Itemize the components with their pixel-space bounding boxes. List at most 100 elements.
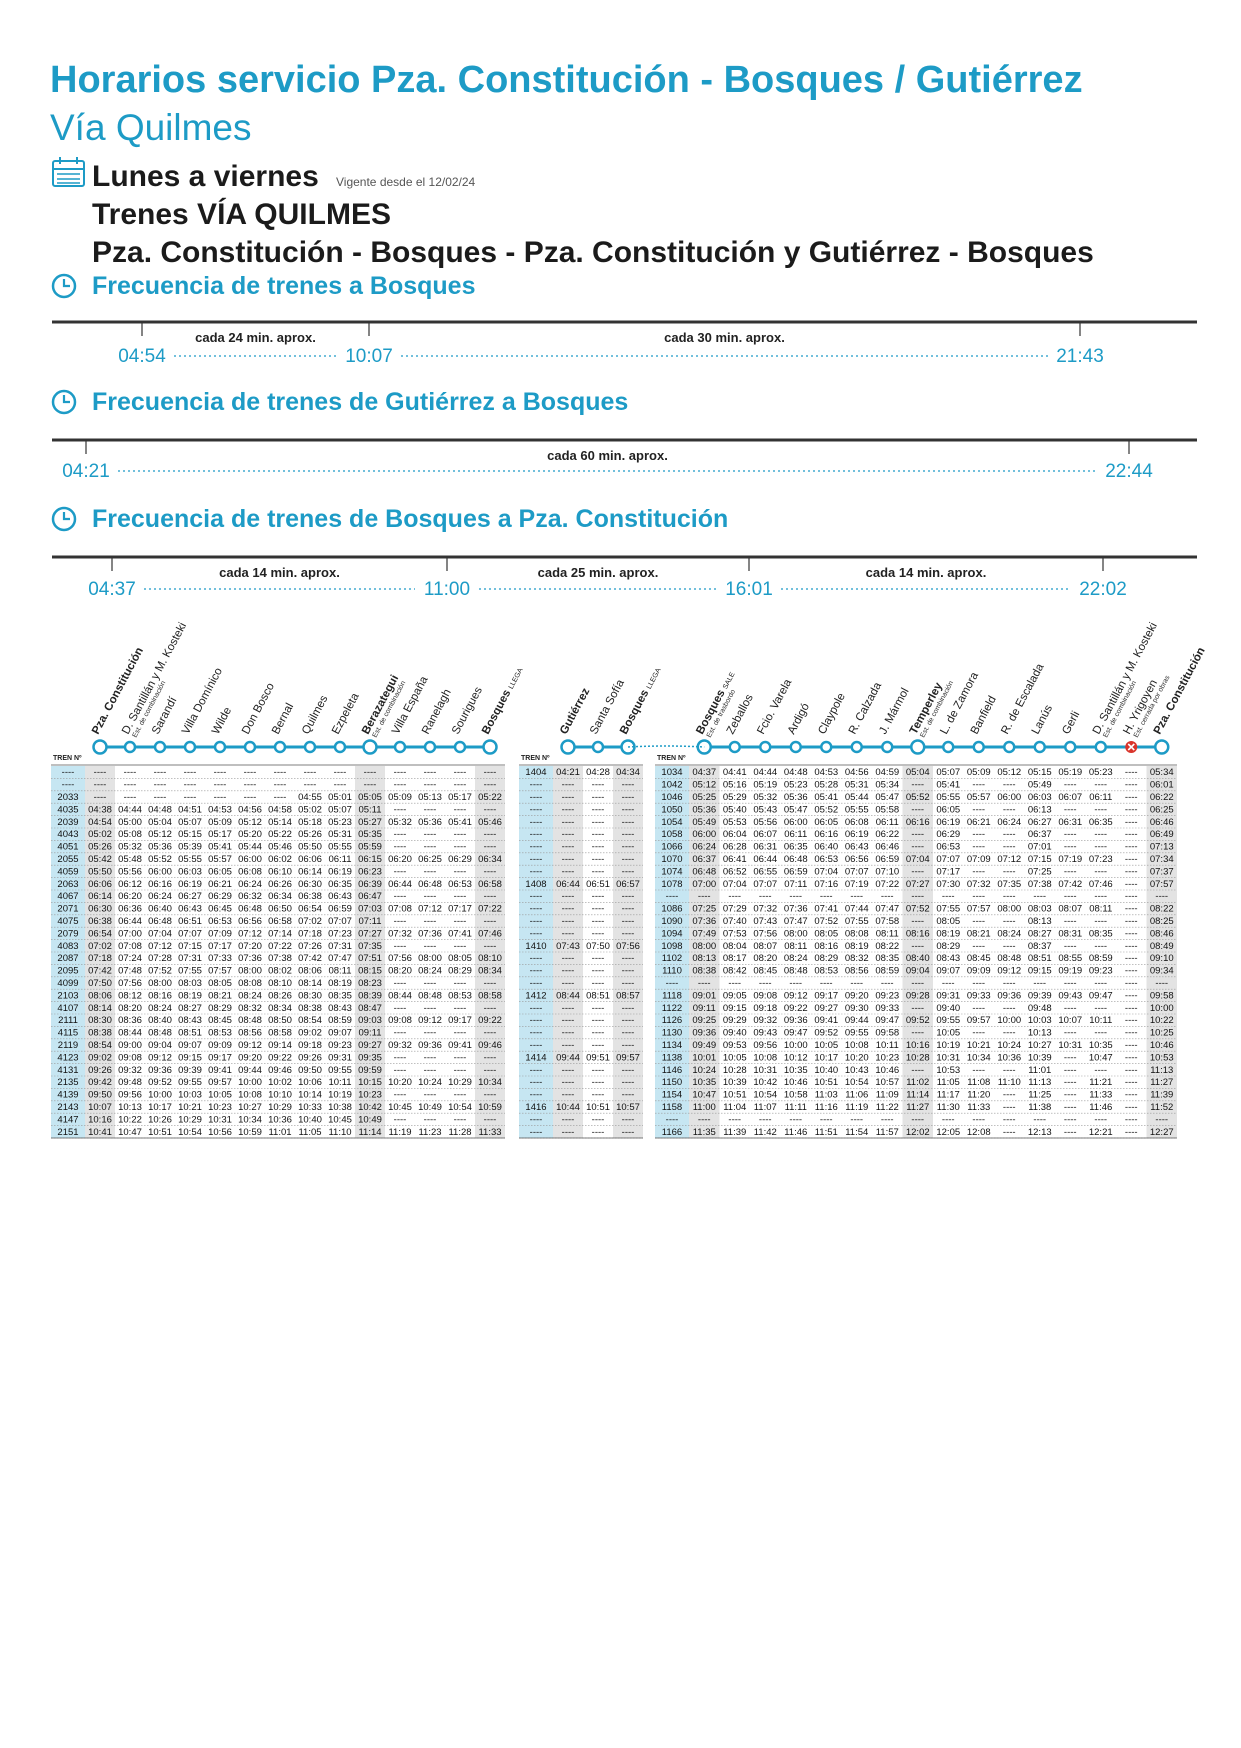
time-cell: 07:25 xyxy=(692,904,716,915)
time-cell: ---- xyxy=(1094,941,1107,952)
time-cell: 07:41 xyxy=(814,904,838,915)
time-cell: ---- xyxy=(1125,792,1138,803)
time-cell: 08:30 xyxy=(88,1015,112,1026)
time-cell: ---- xyxy=(1064,1052,1077,1063)
time-cell: ---- xyxy=(1155,891,1168,902)
time-cell: 09:04 xyxy=(906,966,930,977)
time-cell: 07:42 xyxy=(88,966,112,977)
time-cell: 10:29 xyxy=(178,1114,202,1125)
time-cell: 11:02 xyxy=(906,1077,929,1088)
time-cell: 09:27 xyxy=(358,1040,382,1051)
time-cell: 07:33 xyxy=(208,953,232,964)
clock-face xyxy=(51,506,77,532)
time-cell: 08:20 xyxy=(118,1003,142,1014)
time-cell: 05:44 xyxy=(845,792,869,803)
time-cell: 06:55 xyxy=(753,866,777,877)
interval-label: cada 24 min. aprox. xyxy=(195,330,316,345)
time-cell: 09:57 xyxy=(967,1015,991,1026)
time-cell: 06:21 xyxy=(967,817,991,828)
time-cell: 05:55 xyxy=(328,842,352,853)
time-cell: 08:17 xyxy=(723,953,747,964)
time-cell: 06:25 xyxy=(1150,804,1174,815)
clock-hands xyxy=(62,279,70,288)
train-number: 1416 xyxy=(525,1102,546,1113)
time-cell: 10:42 xyxy=(753,1077,777,1088)
time-cell: ---- xyxy=(1094,780,1107,791)
station-tag: SALE xyxy=(722,671,737,690)
time-cell: 07:36 xyxy=(418,928,442,939)
time-cell: 10:00 xyxy=(997,1015,1021,1026)
time-cell: ---- xyxy=(562,1015,575,1026)
time-cell: 09:31 xyxy=(328,1052,352,1063)
time-cell: ---- xyxy=(484,767,497,778)
days: Lunes a viernes xyxy=(92,160,319,193)
time-cell: ---- xyxy=(94,780,107,791)
time-cell: 10:08 xyxy=(238,1090,262,1101)
time-cell: ---- xyxy=(622,1003,635,1014)
interval-label: cada 25 min. aprox. xyxy=(538,565,659,580)
time-cell: 09:12 xyxy=(238,1040,262,1051)
time-cell: 06:43 xyxy=(845,842,869,853)
time-cell: 04:56 xyxy=(845,767,869,778)
time-cell: 10:16 xyxy=(88,1114,112,1125)
time-cell: 04:53 xyxy=(208,804,232,815)
time-cell: 05:12 xyxy=(148,829,172,840)
time-cell: ---- xyxy=(394,1065,407,1076)
time-cell: ---- xyxy=(1003,866,1016,877)
time-cell: 10:11 xyxy=(876,1040,899,1051)
time-cell: 07:15 xyxy=(1028,854,1052,865)
time-cell: 06:44 xyxy=(388,879,412,890)
station-name: Quilmes xyxy=(300,693,331,736)
station-name: Ezpeleta xyxy=(330,691,362,737)
station-dot xyxy=(333,740,347,754)
time-cell: ---- xyxy=(592,792,605,803)
time-cell: 06:05 xyxy=(814,817,838,828)
time-cell: 07:52 xyxy=(906,904,930,915)
time-cell: 07:27 xyxy=(358,928,382,939)
time-cell: ---- xyxy=(1094,1114,1107,1125)
time-cell: 05:13 xyxy=(418,792,442,803)
time-cell: ---- xyxy=(394,891,407,902)
time-cell: 05:50 xyxy=(298,842,322,853)
train-number: ---- xyxy=(62,767,75,778)
time-cell: ---- xyxy=(1064,978,1077,989)
clock-hands xyxy=(62,395,70,404)
time-cell: ---- xyxy=(424,978,437,989)
time-cell: 07:57 xyxy=(967,904,991,915)
time-cell: ---- xyxy=(454,891,467,902)
time-cell: 05:41 xyxy=(208,842,232,853)
time-cell: 09:34 xyxy=(1150,966,1174,977)
time-cell: ---- xyxy=(454,1052,467,1063)
time-cell: 05:52 xyxy=(148,854,172,865)
time-cell: ---- xyxy=(274,767,287,778)
time-cell: ---- xyxy=(1003,891,1016,902)
time-cell: 06:30 xyxy=(88,904,112,915)
time-cell: 11:25 xyxy=(1028,1090,1051,1101)
time-cell: 09:57 xyxy=(616,1052,640,1063)
time-cell: 06:00 xyxy=(784,817,808,828)
time-cell: 06:59 xyxy=(784,866,808,877)
time-cell: 08:30 xyxy=(298,990,322,1001)
time-cell: 08:14 xyxy=(298,978,322,989)
time-cell: 10:05 xyxy=(208,1090,232,1101)
time-cell: 09:08 xyxy=(118,1052,142,1063)
time-cell: 05:23 xyxy=(328,817,352,828)
time-cell: 07:38 xyxy=(268,953,292,964)
time-cell: ---- xyxy=(1064,1102,1077,1113)
time-cell: ---- xyxy=(1003,1127,1016,1138)
time-cell: 09:26 xyxy=(298,1052,322,1063)
time-cell: ---- xyxy=(698,1114,711,1125)
time-cell: 07:03 xyxy=(358,904,382,915)
time-cell: ---- xyxy=(972,1065,985,1076)
time-cell: 04:58 xyxy=(268,804,292,815)
time-cell: 09:29 xyxy=(723,1015,747,1026)
interval-label: cada 14 min. aprox. xyxy=(219,565,340,580)
time-cell: ---- xyxy=(484,1003,497,1014)
time-cell: 07:17 xyxy=(448,904,472,915)
time-cell: 06:23 xyxy=(358,866,382,877)
time-cell: ---- xyxy=(424,1090,437,1101)
time-cell: 08:37 xyxy=(1028,941,1052,952)
time-cell: 10:21 xyxy=(178,1102,202,1113)
time-cell: ---- xyxy=(1003,1028,1016,1039)
time-cell: 12:21 xyxy=(1089,1127,1113,1138)
